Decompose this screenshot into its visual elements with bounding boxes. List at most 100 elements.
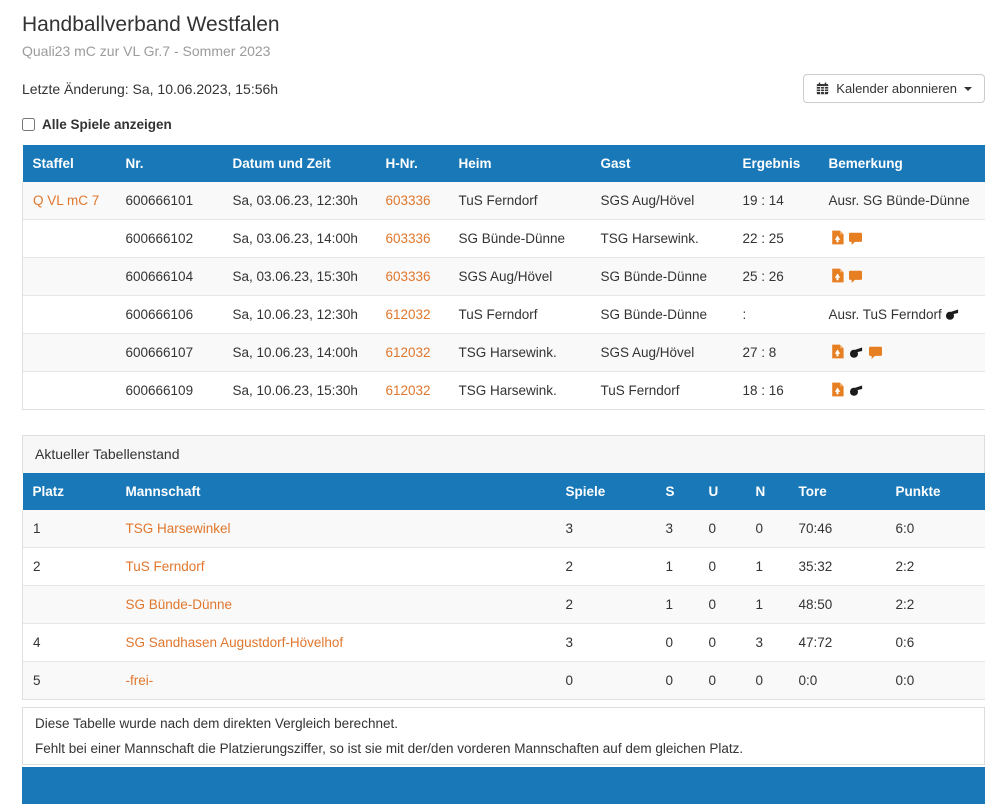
home-team: TuS Ferndorf <box>449 182 591 220</box>
points: 0:6 <box>886 624 985 662</box>
staffel-empty <box>23 220 116 258</box>
guest-team: SGS Aug/Hövel <box>591 334 733 372</box>
last-change-text: Letzte Änderung: Sa, 10.06.2023, 15:56h <box>22 81 278 97</box>
game-row: 600666102 Sa, 03.06.23, 14:00h 603336 SG… <box>23 220 985 258</box>
col-gast: Gast <box>591 145 733 182</box>
losses: 1 <box>746 548 789 586</box>
col-tore: Tore <box>789 473 886 510</box>
rank: 4 <box>23 624 116 662</box>
game-datetime: Sa, 10.06.23, 12:30h <box>223 296 376 334</box>
result: : <box>733 296 819 334</box>
remark-cell <box>819 220 985 258</box>
team-link[interactable]: -frei- <box>126 673 154 688</box>
team-link[interactable]: SG Bünde-Dünne <box>126 597 233 612</box>
calendar-icon <box>816 82 829 95</box>
guest-team: TuS Ferndorf <box>591 372 733 410</box>
team-link[interactable]: TSG Harsewinkel <box>126 521 231 536</box>
goals: 70:46 <box>789 510 886 548</box>
next-section-header-cutoff <box>22 767 985 804</box>
game-row: 600666109 Sa, 10.06.23, 15:30h 612032 TS… <box>23 372 985 410</box>
goals: 48:50 <box>789 586 886 624</box>
result: 22 : 25 <box>733 220 819 258</box>
team-link[interactable]: TuS Ferndorf <box>126 559 205 574</box>
show-all-games-toggle[interactable]: Alle Spiele anzeigen <box>22 117 985 132</box>
rank <box>23 586 116 624</box>
game-nr: 600666102 <box>116 220 223 258</box>
result: 19 : 14 <box>733 182 819 220</box>
games-table: Staffel Nr. Datum und Zeit H-Nr. Heim Ga… <box>22 145 985 410</box>
games-table-header-row: Staffel Nr. Datum und Zeit H-Nr. Heim Ga… <box>23 145 985 182</box>
home-team: SG Bünde-Dünne <box>449 220 591 258</box>
game-datetime: Sa, 03.06.23, 14:00h <box>223 220 376 258</box>
games-played: 2 <box>556 586 656 624</box>
games-played: 3 <box>556 624 656 662</box>
team-link[interactable]: SG Sandhasen Augustdorf-Hövelhof <box>126 635 344 650</box>
hall-nr-link[interactable]: 612032 <box>386 383 431 398</box>
col-heim: Heim <box>449 145 591 182</box>
whistle-icon <box>944 307 960 321</box>
goals: 47:72 <box>789 624 886 662</box>
result: 27 : 8 <box>733 334 819 372</box>
game-nr: 600666101 <box>116 182 223 220</box>
col-bemerkung: Bemerkung <box>819 145 985 182</box>
comment-icon <box>868 346 883 359</box>
standings-row: 4 SG Sandhasen Augustdorf-Hövelhof 3 0 0… <box>23 624 985 662</box>
whistle-icon <box>848 345 864 359</box>
hall-nr-link[interactable]: 603336 <box>386 269 431 284</box>
home-team: TSG Harsewink. <box>449 372 591 410</box>
hall-nr-link[interactable]: 603336 <box>386 193 431 208</box>
game-datetime: Sa, 03.06.23, 12:30h <box>223 182 376 220</box>
guest-team: TSG Harsewink. <box>591 220 733 258</box>
guest-team: SG Bünde-Dünne <box>591 296 733 334</box>
remark-text: Ausr. SG Bünde-Dünne <box>829 193 970 208</box>
staffel-link[interactable]: Q VL mC 7 <box>33 193 99 208</box>
losses: 0 <box>746 662 789 700</box>
result: 25 : 26 <box>733 258 819 296</box>
col-s: S <box>656 473 699 510</box>
remark-cell: Ausr. TuS Ferndorf <box>819 296 985 334</box>
report-pdf-icon[interactable] <box>831 344 844 359</box>
games-played: 0 <box>556 662 656 700</box>
comment-icon <box>848 232 863 245</box>
page-content: Handballverband Westfalen Quali23 mC zur… <box>22 0 985 804</box>
game-nr: 600666109 <box>116 372 223 410</box>
hall-nr-link[interactable]: 612032 <box>386 345 431 360</box>
standings-panel-title: Aktueller Tabellenstand <box>22 435 985 473</box>
remark-cell: Ausr. SG Bünde-Dünne <box>819 182 985 220</box>
col-u: U <box>699 473 746 510</box>
goals: 35:32 <box>789 548 886 586</box>
standings-table: Platz Mannschaft Spiele S U N Tore Punkt… <box>22 473 985 700</box>
show-all-games-label: Alle Spiele anzeigen <box>42 117 172 132</box>
goals: 0:0 <box>789 662 886 700</box>
hall-nr-link[interactable]: 603336 <box>386 231 431 246</box>
col-mannschaft: Mannschaft <box>116 473 556 510</box>
draws: 0 <box>699 548 746 586</box>
standings-row: SG Bünde-Dünne 2 1 0 1 48:50 2:2 <box>23 586 985 624</box>
standings-row: 5 -frei- 0 0 0 0 0:0 0:0 <box>23 662 985 700</box>
remark-text: Ausr. TuS Ferndorf <box>829 307 942 322</box>
game-datetime: Sa, 10.06.23, 14:00h <box>223 334 376 372</box>
report-pdf-icon[interactable] <box>831 268 844 283</box>
game-row: 600666104 Sa, 03.06.23, 15:30h 603336 SG… <box>23 258 985 296</box>
draws: 0 <box>699 586 746 624</box>
col-staffel: Staffel <box>23 145 116 182</box>
note-line-2: Fehlt bei einer Mannschaft die Platzieru… <box>35 736 972 761</box>
hall-nr-link[interactable]: 612032 <box>386 307 431 322</box>
report-pdf-icon[interactable] <box>831 382 844 397</box>
points: 0:0 <box>886 662 985 700</box>
standings-row: 1 TSG Harsewinkel 3 3 0 0 70:46 6:0 <box>23 510 985 548</box>
standings-row: 2 TuS Ferndorf 2 1 0 1 35:32 2:2 <box>23 548 985 586</box>
home-team: TSG Harsewink. <box>449 334 591 372</box>
game-nr: 600666106 <box>116 296 223 334</box>
wins: 0 <box>656 662 699 700</box>
whistle-icon <box>848 383 864 397</box>
col-ergebnis: Ergebnis <box>733 145 819 182</box>
report-pdf-icon[interactable] <box>831 230 844 245</box>
show-all-games-checkbox[interactable] <box>22 118 35 131</box>
losses: 1 <box>746 586 789 624</box>
calendar-subscribe-button[interactable]: Kalender abonnieren <box>803 74 985 103</box>
remark-cell <box>819 372 985 410</box>
col-nr: Nr. <box>116 145 223 182</box>
game-row: Q VL mC 7 600666101 Sa, 03.06.23, 12:30h… <box>23 182 985 220</box>
home-team: SGS Aug/Hövel <box>449 258 591 296</box>
